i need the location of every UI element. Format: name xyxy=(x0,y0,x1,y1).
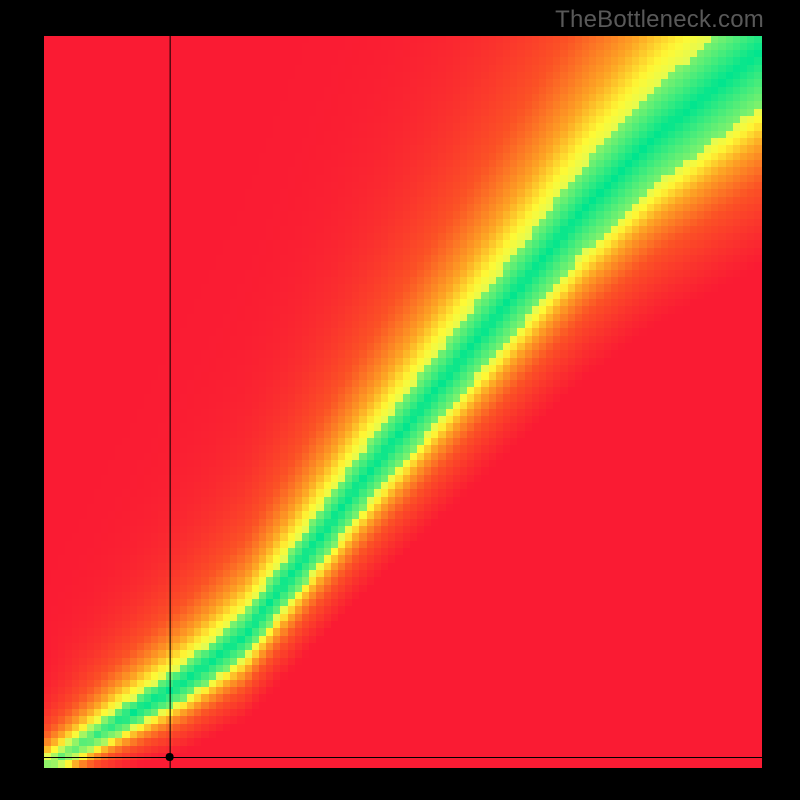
watermark-text: TheBottleneck.com xyxy=(555,6,764,34)
chart-container: { "watermark": { "text": "TheBottleneck.… xyxy=(0,0,800,800)
bottleneck-heatmap xyxy=(44,36,762,768)
